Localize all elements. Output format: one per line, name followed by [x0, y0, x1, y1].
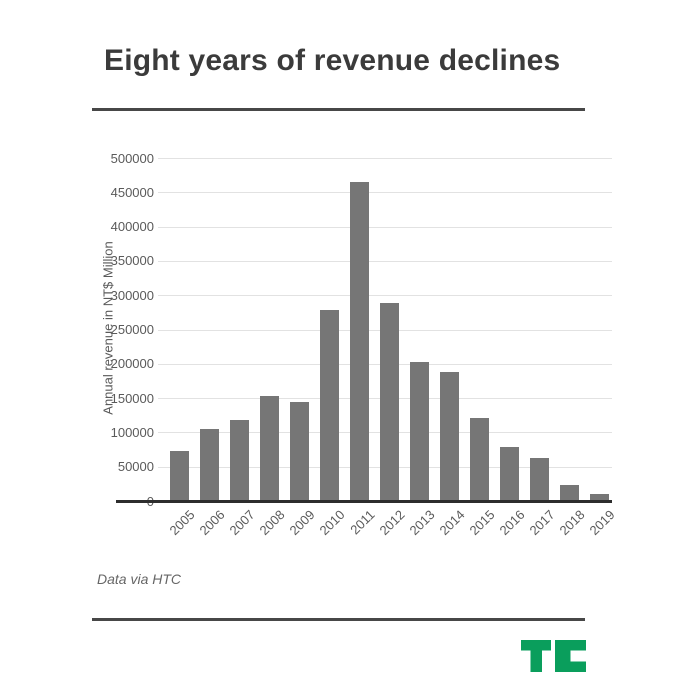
- gridline: [158, 192, 612, 194]
- title-divider: [92, 108, 585, 111]
- gridline: [158, 295, 612, 297]
- x-axis-line: [116, 500, 612, 503]
- bar-2016: [499, 447, 519, 501]
- footer-divider: [92, 618, 585, 621]
- gridline: [158, 260, 612, 262]
- y-tick-label: 300000: [110, 287, 154, 303]
- bar-2014: [439, 372, 459, 501]
- bar-2015: [469, 417, 489, 501]
- bar-2013: [409, 361, 429, 501]
- bar-2017: [529, 458, 549, 501]
- bar-2010: [319, 309, 339, 501]
- y-tick-label: 50000: [117, 459, 154, 475]
- chart-title: Eight years of revenue declines: [104, 44, 561, 77]
- bar-2007: [229, 419, 249, 501]
- bar-2019: [589, 494, 609, 501]
- y-tick-label: 150000: [110, 390, 154, 406]
- bar-2012: [379, 302, 399, 501]
- y-tick-label: 350000: [110, 253, 154, 269]
- bar-2008: [259, 396, 279, 501]
- bar-2011: [349, 181, 369, 501]
- source-note: Data via HTC: [97, 571, 182, 587]
- y-tick-label: 100000: [110, 424, 154, 440]
- bar-2018: [559, 484, 579, 501]
- bar-2009: [289, 401, 309, 501]
- bar-2006: [199, 429, 219, 501]
- gridline: [158, 158, 612, 159]
- y-tick-label: 250000: [110, 322, 154, 337]
- bar-2005: [169, 451, 189, 501]
- y-tick-label: 200000: [110, 356, 154, 372]
- techcrunch-tc-logo-icon: [521, 640, 586, 672]
- gridline: [158, 226, 612, 228]
- y-tick-label: 500000: [110, 150, 154, 166]
- y-tick-label: 450000: [110, 184, 154, 200]
- y-tick-label: 400000: [110, 219, 154, 235]
